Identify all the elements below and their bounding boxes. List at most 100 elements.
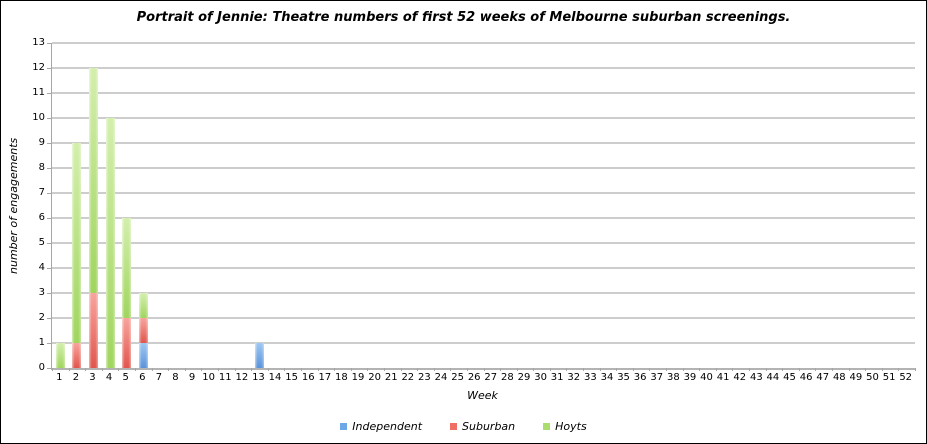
y-axis-tick	[47, 168, 52, 169]
bar-suburban	[72, 343, 82, 368]
x-tick-label: 42	[733, 372, 747, 383]
y-axis-tick	[47, 318, 52, 319]
legend-label: Suburban	[462, 420, 516, 433]
y-tick-label: 1	[38, 337, 45, 348]
legend-item-independent: Independent	[340, 420, 422, 433]
y-tick-label: 8	[38, 162, 45, 173]
x-axis-tick	[466, 368, 468, 371]
x-axis-tick	[848, 368, 850, 371]
gridline	[52, 217, 915, 219]
x-tick-label: 13	[252, 372, 265, 383]
x-tick-label: 23	[418, 372, 431, 383]
x-tick-label: 31	[550, 372, 564, 383]
bar-hoyts	[105, 118, 115, 368]
x-axis-tick	[516, 368, 518, 371]
x-axis-tick	[533, 368, 535, 371]
x-axis-tick	[732, 368, 734, 371]
x-axis-tick	[699, 368, 701, 371]
x-tick-label: 21	[384, 372, 398, 383]
y-axis-tick	[47, 143, 52, 144]
x-tick-label: 26	[467, 372, 481, 383]
legend-label: Hoyts	[555, 420, 587, 433]
x-axis-tick	[101, 368, 103, 371]
y-axis-tick	[47, 293, 52, 294]
x-axis-tick	[68, 368, 70, 371]
x-tick-label: 50	[866, 372, 879, 383]
y-axis-tick	[47, 218, 52, 219]
legend-item-hoyts: Hoyts	[543, 420, 587, 433]
x-axis-tick	[898, 368, 900, 371]
y-axis-tick	[47, 193, 52, 194]
y-tick-label: 4	[38, 262, 45, 273]
bar-hoyts	[55, 343, 65, 368]
y-axis-tick	[47, 368, 52, 369]
x-tick-label: 30	[534, 372, 547, 383]
x-axis-tick	[765, 368, 767, 371]
x-axis-tick	[549, 368, 551, 371]
x-tick-label: 34	[600, 372, 614, 383]
gridline	[52, 67, 915, 69]
bar-suburban	[122, 318, 132, 368]
x-axis-tick	[566, 368, 568, 371]
x-tick-label: 35	[617, 372, 630, 383]
x-tick-label: 27	[484, 372, 498, 383]
x-axis-tick	[334, 368, 336, 371]
x-tick-label: 1	[56, 372, 63, 383]
x-axis-tick	[383, 368, 385, 371]
bar-independent	[138, 343, 148, 368]
x-axis-tick	[267, 368, 269, 371]
legend-swatch-icon	[450, 423, 458, 430]
y-tick-label: 3	[38, 287, 45, 298]
x-tick-label: 28	[501, 372, 514, 383]
legend-swatch-icon	[543, 423, 551, 430]
x-tick-label: 3	[89, 372, 96, 383]
x-axis-tick	[367, 368, 369, 371]
x-tick-label: 20	[368, 372, 381, 383]
y-tick-label: 12	[32, 62, 45, 73]
x-axis-tick	[85, 368, 87, 371]
bar-suburban	[138, 318, 148, 343]
x-tick-label: 12	[235, 372, 249, 383]
x-tick-label: 37	[650, 372, 664, 383]
x-tick-label: 46	[799, 372, 813, 383]
x-tick-label: 41	[716, 372, 730, 383]
x-tick-label: 38	[666, 372, 680, 383]
x-axis-tick	[715, 368, 717, 371]
y-tick-label: 10	[32, 112, 45, 123]
x-tick-label: 7	[155, 372, 163, 383]
y-tick-label: 5	[38, 237, 45, 248]
x-axis-tick	[450, 368, 452, 371]
bar-hoyts	[138, 293, 148, 318]
x-tick-label: 49	[849, 372, 863, 383]
x-tick-label: 45	[783, 372, 796, 383]
bar-hoyts	[122, 218, 132, 318]
x-axis-tick	[782, 368, 784, 371]
x-axis-tick-labels: 1 2 3 4 5 6 7 8 9 10 11 12 13 14 15 16 17 18 19 20 21 22 23 24 2…	[51, 372, 914, 385]
x-tick-label: 11	[218, 372, 232, 383]
gridline	[52, 292, 915, 294]
gridline	[52, 267, 915, 269]
y-tick-label: 13	[32, 37, 45, 48]
gridline	[52, 317, 915, 319]
x-axis-tick	[865, 368, 867, 371]
x-axis-tick	[483, 368, 485, 371]
x-axis-tick	[251, 368, 253, 371]
y-axis-tick	[47, 68, 52, 69]
x-axis-tick	[832, 368, 834, 371]
x-axis-tick	[217, 368, 219, 371]
gridline	[52, 92, 915, 94]
y-tick-label: 6	[38, 212, 45, 223]
x-axis-tick	[400, 368, 402, 371]
x-tick-label: 40	[700, 372, 713, 383]
y-tick-label: 0	[38, 362, 45, 373]
x-axis-tick	[798, 368, 800, 371]
y-tick-label: 2	[38, 312, 45, 323]
y-axis-tick	[47, 268, 52, 269]
x-axis-tick	[815, 368, 817, 371]
plot-area	[47, 42, 916, 371]
y-tick-label: 7	[38, 187, 45, 198]
gridline	[52, 117, 915, 119]
x-tick-label: 18	[335, 372, 348, 383]
x-axis-tick	[284, 368, 286, 371]
